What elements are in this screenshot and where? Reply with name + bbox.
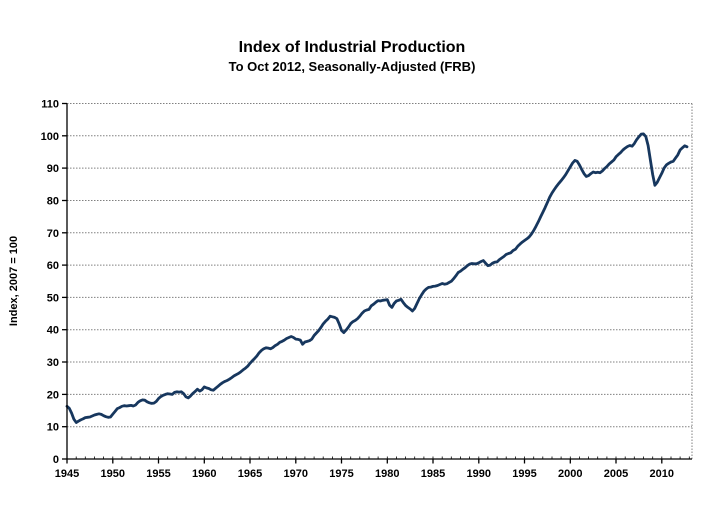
x-tick-label-2010: 2010 [650,468,674,480]
y-tick-label-80: 80 [47,196,59,208]
chart-subtitle: To Oct 2012, Seasonally-Adjusted (FRB) [229,59,476,74]
x-tick-label-1980: 1980 [375,468,399,480]
x-tick-label-2000: 2000 [558,468,582,480]
tick-labels: 0 10 20 30 40 50 60 70 80 90 100 110 1945 1950 1955 196… [41,99,674,481]
y-tick-label-20: 20 [47,389,59,401]
y-axis-title: Index, 2007 = 100 [8,236,20,326]
x-tick-label-1945: 1945 [55,468,79,480]
y-tick-label-0: 0 [53,454,59,466]
y-tick-label-50: 50 [47,292,59,304]
x-tick-label-1975: 1975 [329,468,353,480]
y-tick-label-30: 30 [47,357,59,369]
x-tick-label-1960: 1960 [192,468,216,480]
x-tick-label-2005: 2005 [604,468,628,480]
x-tick-label-1970: 1970 [284,468,308,480]
x-tick-label-1950: 1950 [101,468,125,480]
y-tick-label-40: 40 [47,325,59,337]
gridlines [67,103,693,459]
series-line-industrial-production [65,132,689,424]
x-tick-label-1995: 1995 [512,468,536,480]
y-tick-label-90: 90 [47,163,59,175]
y-tick-label-100: 100 [41,131,59,143]
x-tick-label-1985: 1985 [421,468,445,480]
chart-title: Index of Industrial Production [239,39,466,56]
y-tick-label-70: 70 [47,228,59,240]
y-tick-label-110: 110 [41,99,59,111]
y-tick-label-60: 60 [47,260,59,272]
y-tick-label-10: 10 [47,422,59,434]
axes [66,103,692,460]
tick-marks [62,102,690,464]
series-group [65,132,689,424]
x-tick-label-1965: 1965 [238,468,262,480]
x-tick-label-1990: 1990 [467,468,491,480]
x-tick-label-1955: 1955 [146,468,170,480]
